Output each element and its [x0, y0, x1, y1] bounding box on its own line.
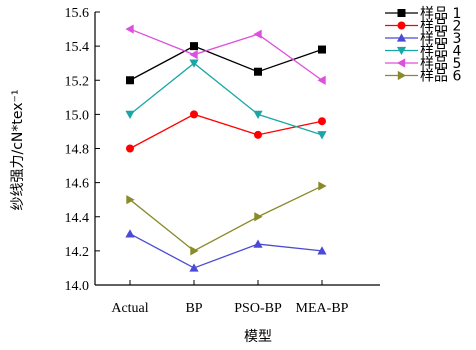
data-point — [190, 246, 199, 256]
series-6 — [126, 181, 327, 256]
series-4 — [125, 59, 327, 140]
legend-marker — [397, 21, 406, 30]
data-point — [317, 75, 326, 85]
legend-item: 样品 1 — [385, 6, 461, 22]
y-tick-label: 14.8 — [65, 143, 90, 158]
y-axis-title: 纱线强力/cN*tex⁻¹ — [10, 89, 26, 210]
data-point — [318, 45, 326, 54]
x-axis-title: 模型 — [244, 329, 272, 345]
data-point — [126, 195, 135, 205]
legend-marker — [397, 9, 406, 17]
legend-item: 样品 2 — [385, 19, 461, 35]
legend-item: 样品 4 — [385, 44, 461, 60]
data-point — [126, 76, 134, 85]
y-tick-label: 14.2 — [65, 245, 90, 260]
data-point — [190, 110, 198, 119]
series-line — [129, 28, 323, 81]
legend: 样品 1样品 2样品 3样品 4样品 5样品 6 — [385, 6, 461, 85]
legend-label: 样品 1 — [420, 6, 461, 22]
legend-item: 样品 5 — [385, 56, 461, 72]
series-3 — [125, 229, 327, 272]
series-line — [129, 62, 323, 136]
data-point — [318, 117, 326, 126]
legend-marker — [397, 70, 407, 81]
series-line — [129, 233, 323, 269]
x-tick-label: MEA-BP — [296, 301, 349, 316]
y-tick-label: 14.4 — [65, 211, 90, 226]
legend-label: 样品 4 — [420, 44, 461, 60]
y-tick-label: 14.0 — [65, 279, 90, 294]
data-point — [318, 181, 327, 191]
legend-label: 样品 2 — [420, 19, 461, 35]
data-point — [253, 239, 263, 248]
data-point — [254, 130, 262, 139]
axes: 14.0 14.2 14.4 14.6 14.8 15.0 15.2 15.4 15.6 Actu… — [65, 6, 380, 316]
data-point — [190, 42, 198, 51]
data-point — [125, 24, 134, 34]
data-point — [253, 29, 262, 39]
legend-marker — [396, 33, 407, 42]
data-point — [126, 144, 134, 153]
legend-item: 样品 6 — [385, 69, 461, 85]
series-1 — [126, 42, 326, 85]
data-point — [189, 59, 199, 68]
series-line — [129, 113, 323, 150]
data-point — [125, 229, 135, 238]
legend-marker — [396, 58, 406, 68]
y-tick-label: 14.6 — [65, 177, 90, 192]
x-tick-label: BP — [185, 301, 202, 316]
data-point — [317, 131, 327, 140]
series-layer — [125, 24, 327, 272]
data-point — [253, 110, 263, 119]
legend-item: 样品 3 — [385, 31, 461, 47]
legend-label: 样品 6 — [420, 69, 461, 85]
data-point — [189, 50, 198, 60]
x-tick-label: PSO-BP — [234, 301, 282, 316]
data-point — [317, 246, 327, 255]
y-tick-label: 15.6 — [65, 6, 90, 21]
data-point — [125, 110, 135, 119]
series-5 — [125, 24, 326, 85]
y-tick-label: 15.0 — [65, 108, 90, 123]
x-tick-label: Actual — [111, 301, 148, 316]
data-point — [254, 212, 263, 222]
data-point — [189, 263, 199, 272]
series-line — [129, 45, 323, 81]
series-2 — [126, 110, 326, 153]
legend-marker — [396, 46, 407, 56]
y-tick-label: 15.2 — [65, 74, 90, 89]
legend-label: 样品 3 — [420, 31, 461, 47]
y-tick-label: 15.4 — [65, 40, 90, 55]
data-point — [254, 67, 262, 76]
legend-label: 样品 5 — [420, 56, 461, 72]
series-line — [129, 185, 323, 252]
